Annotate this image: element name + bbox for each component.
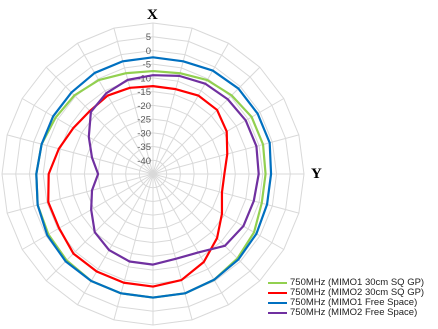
grid-spoke [152,66,261,175]
grid-spoke [113,173,154,320]
grid-spoke [152,173,193,320]
radial-tick-label: -5 [143,60,151,71]
radial-tick-label: -10 [137,73,151,84]
series-lines [35,56,273,299]
grid-spoke [152,173,299,214]
grid-spoke [152,173,229,306]
series-line-3 [35,56,273,299]
grid-spoke [152,173,285,250]
radial-tick-label: -40 [137,156,151,167]
legend-swatch [268,291,287,295]
legend-item-1: 750MHz (MIMO1 30cm SQ GP) [268,278,424,288]
grid-spoke [77,173,154,306]
chart-legend: 750MHz (MIMO1 30cm SQ GP) 750MHz (MIMO2 3… [268,278,424,318]
radial-tick-label: 0 [146,46,151,57]
series-line-2 [47,85,229,288]
grid-spoke [21,98,154,175]
legend-item-4: 750MHz (MIMO2 Free Space) [268,308,424,318]
legend-label: 750MHz (MIMO2 30cm SQ GP) [290,287,425,298]
legend-item-3: 750MHz (MIMO1 Free Space) [268,298,424,308]
radial-tick-label: -20 [137,101,151,112]
grid-spoke [152,42,229,175]
radial-tick-label: -35 [137,142,151,153]
radial-tick-labels: 5 0 -5 -10 -15 -20 -25 -30 -35 -40 [137,32,151,167]
legend-label: 750MHz (MIMO1 30cm SQ GP) [290,277,425,288]
legend-item-2: 750MHz (MIMO2 30cm SQ GP) [268,288,424,298]
grid-spoke [113,28,154,175]
grid-spoke [152,173,261,282]
grid-spoke [45,66,154,175]
legend-label: 750MHz (MIMO2 Free Space) [290,307,418,318]
radial-tick-label: -15 [137,87,151,98]
axis-title-x: X [147,7,158,23]
axis-title-y: Y [311,166,322,182]
grid-spoke [77,42,154,175]
legend-swatch [268,281,287,285]
legend-swatch [268,311,287,315]
grid-spoke [45,173,154,282]
legend-swatch [268,301,287,305]
grid-spoke [152,28,193,175]
grid-spoke [152,134,299,175]
series-line-4 [87,74,260,266]
legend-label: 750MHz (MIMO1 Free Space) [290,297,418,308]
radial-tick-label: -30 [137,128,151,139]
radial-tick-label: 5 [146,32,151,43]
grid-spoke [152,98,285,175]
grid-spoke [7,173,154,214]
grid-spoke [21,173,154,250]
radar-grid [1,22,305,326]
grid-spoke [7,134,154,175]
radial-tick-label: -25 [137,115,151,126]
